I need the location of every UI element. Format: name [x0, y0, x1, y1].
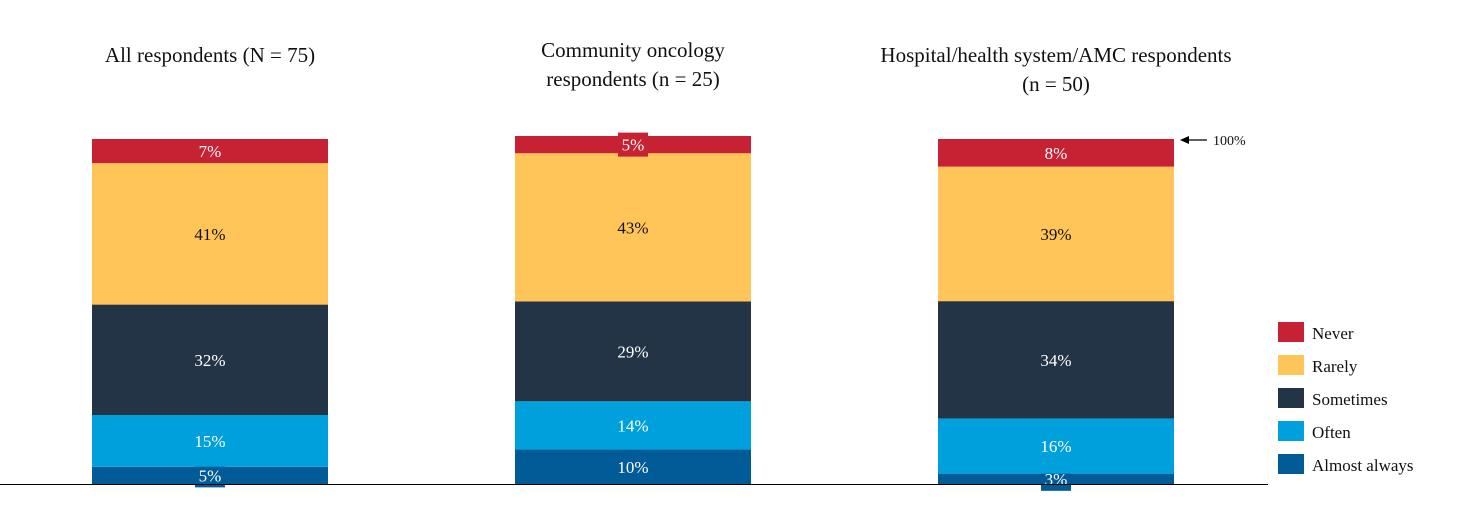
- bar-label-box-never-2: [618, 132, 648, 157]
- bar-stack-3: 3%16%34%39%8%: [938, 139, 1174, 491]
- legend-swatch-rarely: [1278, 355, 1304, 375]
- bar-segment-often-1: [92, 415, 328, 467]
- legend: Never Rarely Sometimes Often Almost always: [1278, 322, 1414, 475]
- bar-segment-often-3: [938, 418, 1174, 474]
- panel-title-1-line-1: All respondents (N = 75): [105, 43, 315, 67]
- bar-stack-1: 5% 15% 32% 41% 7%: [92, 139, 328, 488]
- bar-segment-almost-always-2: [515, 449, 751, 484]
- legend-label-sometimes: Sometimes: [1312, 390, 1388, 409]
- annotation-arrow-head: [1180, 136, 1189, 144]
- legend-label-rarely: Rarely: [1312, 357, 1358, 376]
- legend-swatch-sometimes: [1278, 388, 1304, 408]
- bar-segment-never-1: [92, 139, 328, 164]
- panel-title-2-line-2: respondents (n = 25): [546, 67, 719, 91]
- bar-value-label-sometimes-1: 32%: [194, 351, 225, 370]
- panel-title-3-line-2: (n = 50): [1022, 72, 1090, 96]
- bar-stacks: 5%15%32%41%7%10%14%29%43%5%3%16%34%39%8%: [92, 132, 1174, 491]
- bar-value-label-almost-always-1: 5%: [199, 466, 222, 485]
- legend-swatch-often: [1278, 421, 1304, 441]
- legend-label-often: Often: [1312, 423, 1351, 442]
- annotation-label: 100%: [1213, 134, 1246, 149]
- panel-title-2-line-1: Community oncology: [541, 38, 725, 62]
- bar-segment-never-3: [938, 139, 1174, 167]
- bar-value-label-never-3: 8%: [1045, 144, 1068, 163]
- bar-segment-rarely-3: [938, 166, 1174, 302]
- bar-value-label-often-1: 15%: [194, 432, 225, 451]
- bar-value-label-sometimes-3: 34%: [1040, 351, 1071, 370]
- bar-value-label-often-2: 14%: [617, 416, 648, 435]
- bar-segment-sometimes-3: [938, 301, 1174, 419]
- bar-value-label-often-3: 16%: [1040, 437, 1071, 456]
- bar-value-label-never-1: 7%: [199, 142, 222, 161]
- bar-value-label-rarely-2: 43%: [617, 218, 648, 237]
- legend-label-never: Never: [1312, 324, 1354, 343]
- hundred-percent-annotation: 100%: [1180, 134, 1246, 149]
- legend-label-almost-always: Almost always: [1312, 456, 1414, 475]
- bar-segment-sometimes-1: [92, 304, 328, 415]
- legend-swatch-never: [1278, 322, 1304, 342]
- bar-segment-sometimes-2: [515, 301, 751, 402]
- bar-value-label-almost-always-2: 10%: [617, 458, 648, 477]
- bar-segment-rarely-2: [515, 153, 751, 302]
- panel-titles: All respondents (N = 75) Community oncolo…: [105, 38, 1232, 96]
- panel-title-3-line-1: Hospital/health system/AMC respondents: [880, 43, 1231, 67]
- bar-stack-2: 10% 14% 29% 43% 5%: [515, 132, 751, 484]
- bar-value-label-never-2: 5%: [622, 136, 645, 155]
- bar-value-label-rarely-1: 41%: [194, 225, 225, 244]
- bar-label-box-almost-always-1: [195, 463, 225, 488]
- bar-value-label-rarely-3: 39%: [1040, 225, 1071, 244]
- legend-swatch-almost-always: [1278, 454, 1304, 474]
- bar-value-label-sometimes-2: 29%: [617, 342, 648, 361]
- bar-segment-often-2: [515, 401, 751, 450]
- bar-segment-rarely-1: [92, 163, 328, 305]
